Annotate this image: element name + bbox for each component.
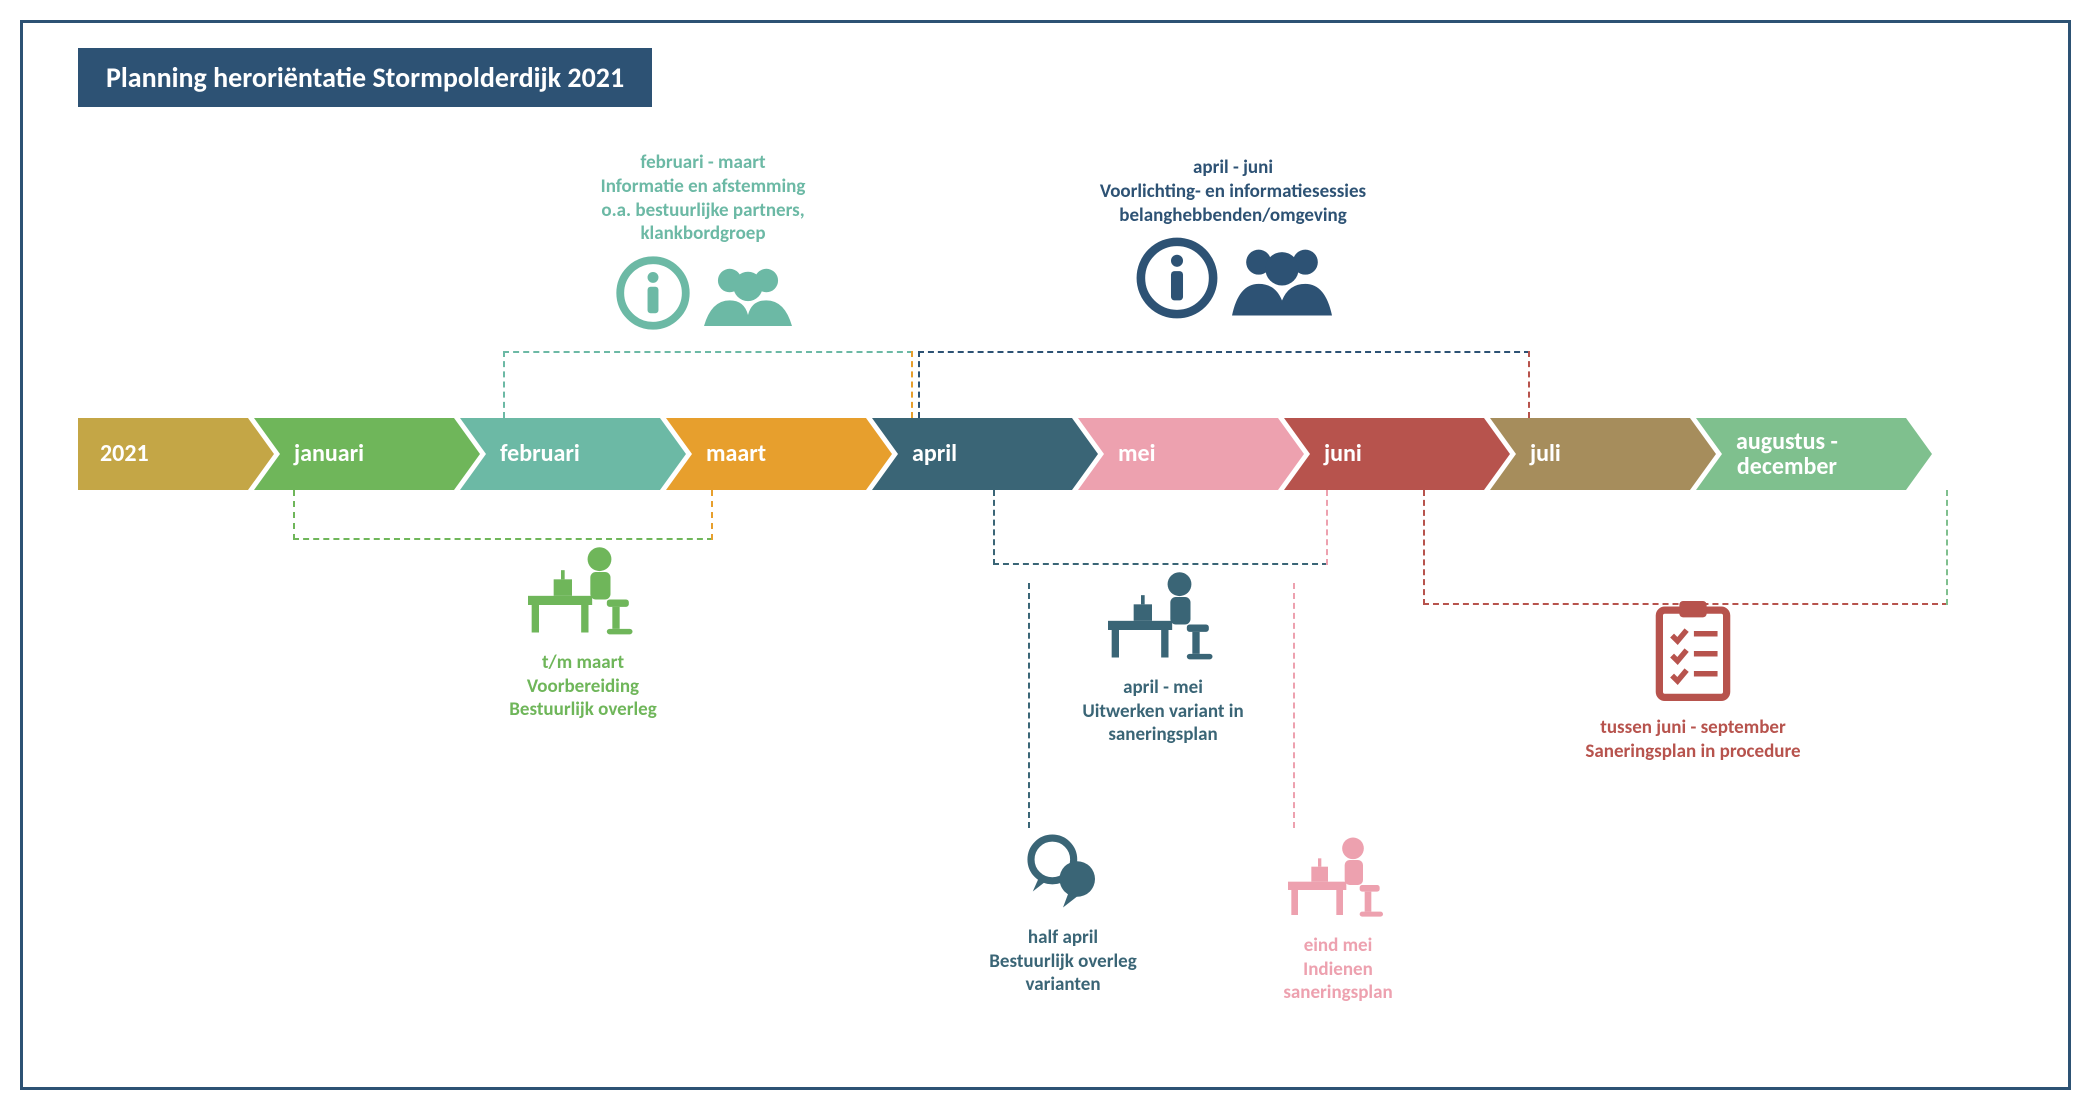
callout-apr-jun: april - juni Voorlichting- en informatie… xyxy=(1023,156,1443,336)
callout-jan-mar: t/m maart Voorbereiding Bestuurlijk over… xyxy=(443,533,723,722)
connector xyxy=(503,351,913,418)
timeline-chevron: mei xyxy=(1078,418,1278,490)
title-bar: Planning heroriëntatie Stormpolderdijk 2… xyxy=(78,48,652,107)
page-title: Planning heroriëntatie Stormpolderdijk 2… xyxy=(106,60,624,95)
info-icon xyxy=(614,254,692,339)
chevron-label: augustus - december xyxy=(1736,429,1838,479)
chevron-label: juni xyxy=(1324,441,1362,466)
desk-person-icon xyxy=(528,541,638,643)
callout-text: februari - maart Informatie en afstemmin… xyxy=(523,151,883,246)
callout-text: april - juni Voorlichting- en informatie… xyxy=(1023,156,1443,227)
chevron-label: mei xyxy=(1118,441,1156,466)
timeline-chevron: 2021 xyxy=(78,418,248,490)
callout-jun-sep: tussen juni - september Saneringsplan in… xyxy=(1523,593,1863,763)
connector xyxy=(1946,490,1948,605)
timeline-chevron: april xyxy=(872,418,1072,490)
connector xyxy=(911,351,913,418)
timeline-chevron: januari xyxy=(254,418,454,490)
chevron-label: juli xyxy=(1530,441,1561,466)
chevron-label: maart xyxy=(706,441,766,466)
timeline-chevron: augustus - december xyxy=(1696,418,1906,490)
info-icon xyxy=(1134,235,1220,328)
timeline-chevron: juni xyxy=(1284,418,1484,490)
connector xyxy=(1528,351,1530,418)
group-icon xyxy=(1232,239,1332,324)
callout-feb-mar: februari - maart Informatie en afstemmin… xyxy=(523,151,883,347)
desk-person-icon xyxy=(1288,831,1388,926)
callout-eind-mei: eind mei Indienen saneringsplan xyxy=(1218,823,1458,1005)
desk-person-icon xyxy=(1108,566,1218,668)
callout-text: tussen juni - september Saneringsplan in… xyxy=(1523,716,1863,764)
group-icon xyxy=(704,258,792,335)
connector xyxy=(1423,490,1948,605)
clipboard-check-icon xyxy=(1650,601,1736,708)
chevron-label: 2021 xyxy=(100,441,149,466)
connector xyxy=(918,351,1530,418)
timeline: 2021 januari februari maart april mei juni juli… xyxy=(78,418,2048,490)
callout-apr-mei: april - mei Uitwerken variant in sanerin… xyxy=(1023,558,1303,747)
connector xyxy=(993,490,1328,565)
timeline-chevron: maart xyxy=(666,418,866,490)
callout-text: half april Bestuurlijk overleg varianten xyxy=(933,926,1193,997)
diagram-frame: Planning heroriëntatie Stormpolderdijk 2… xyxy=(20,20,2071,1090)
chevron-label: januari xyxy=(294,441,364,466)
timeline-chevron: februari xyxy=(460,418,660,490)
callout-text: eind mei Indienen saneringsplan xyxy=(1218,934,1458,1005)
chevron-label: april xyxy=(912,441,957,466)
callout-text: t/m maart Voorbereiding Bestuurlijk over… xyxy=(443,651,723,722)
callout-half-april: half april Bestuurlijk overleg varianten xyxy=(933,823,1193,997)
chat-icon xyxy=(1018,831,1108,918)
callout-text: april - mei Uitwerken variant in sanerin… xyxy=(1023,676,1303,747)
connector xyxy=(1326,490,1328,565)
chevron-label: februari xyxy=(500,441,580,466)
timeline-chevron: juli xyxy=(1490,418,1690,490)
